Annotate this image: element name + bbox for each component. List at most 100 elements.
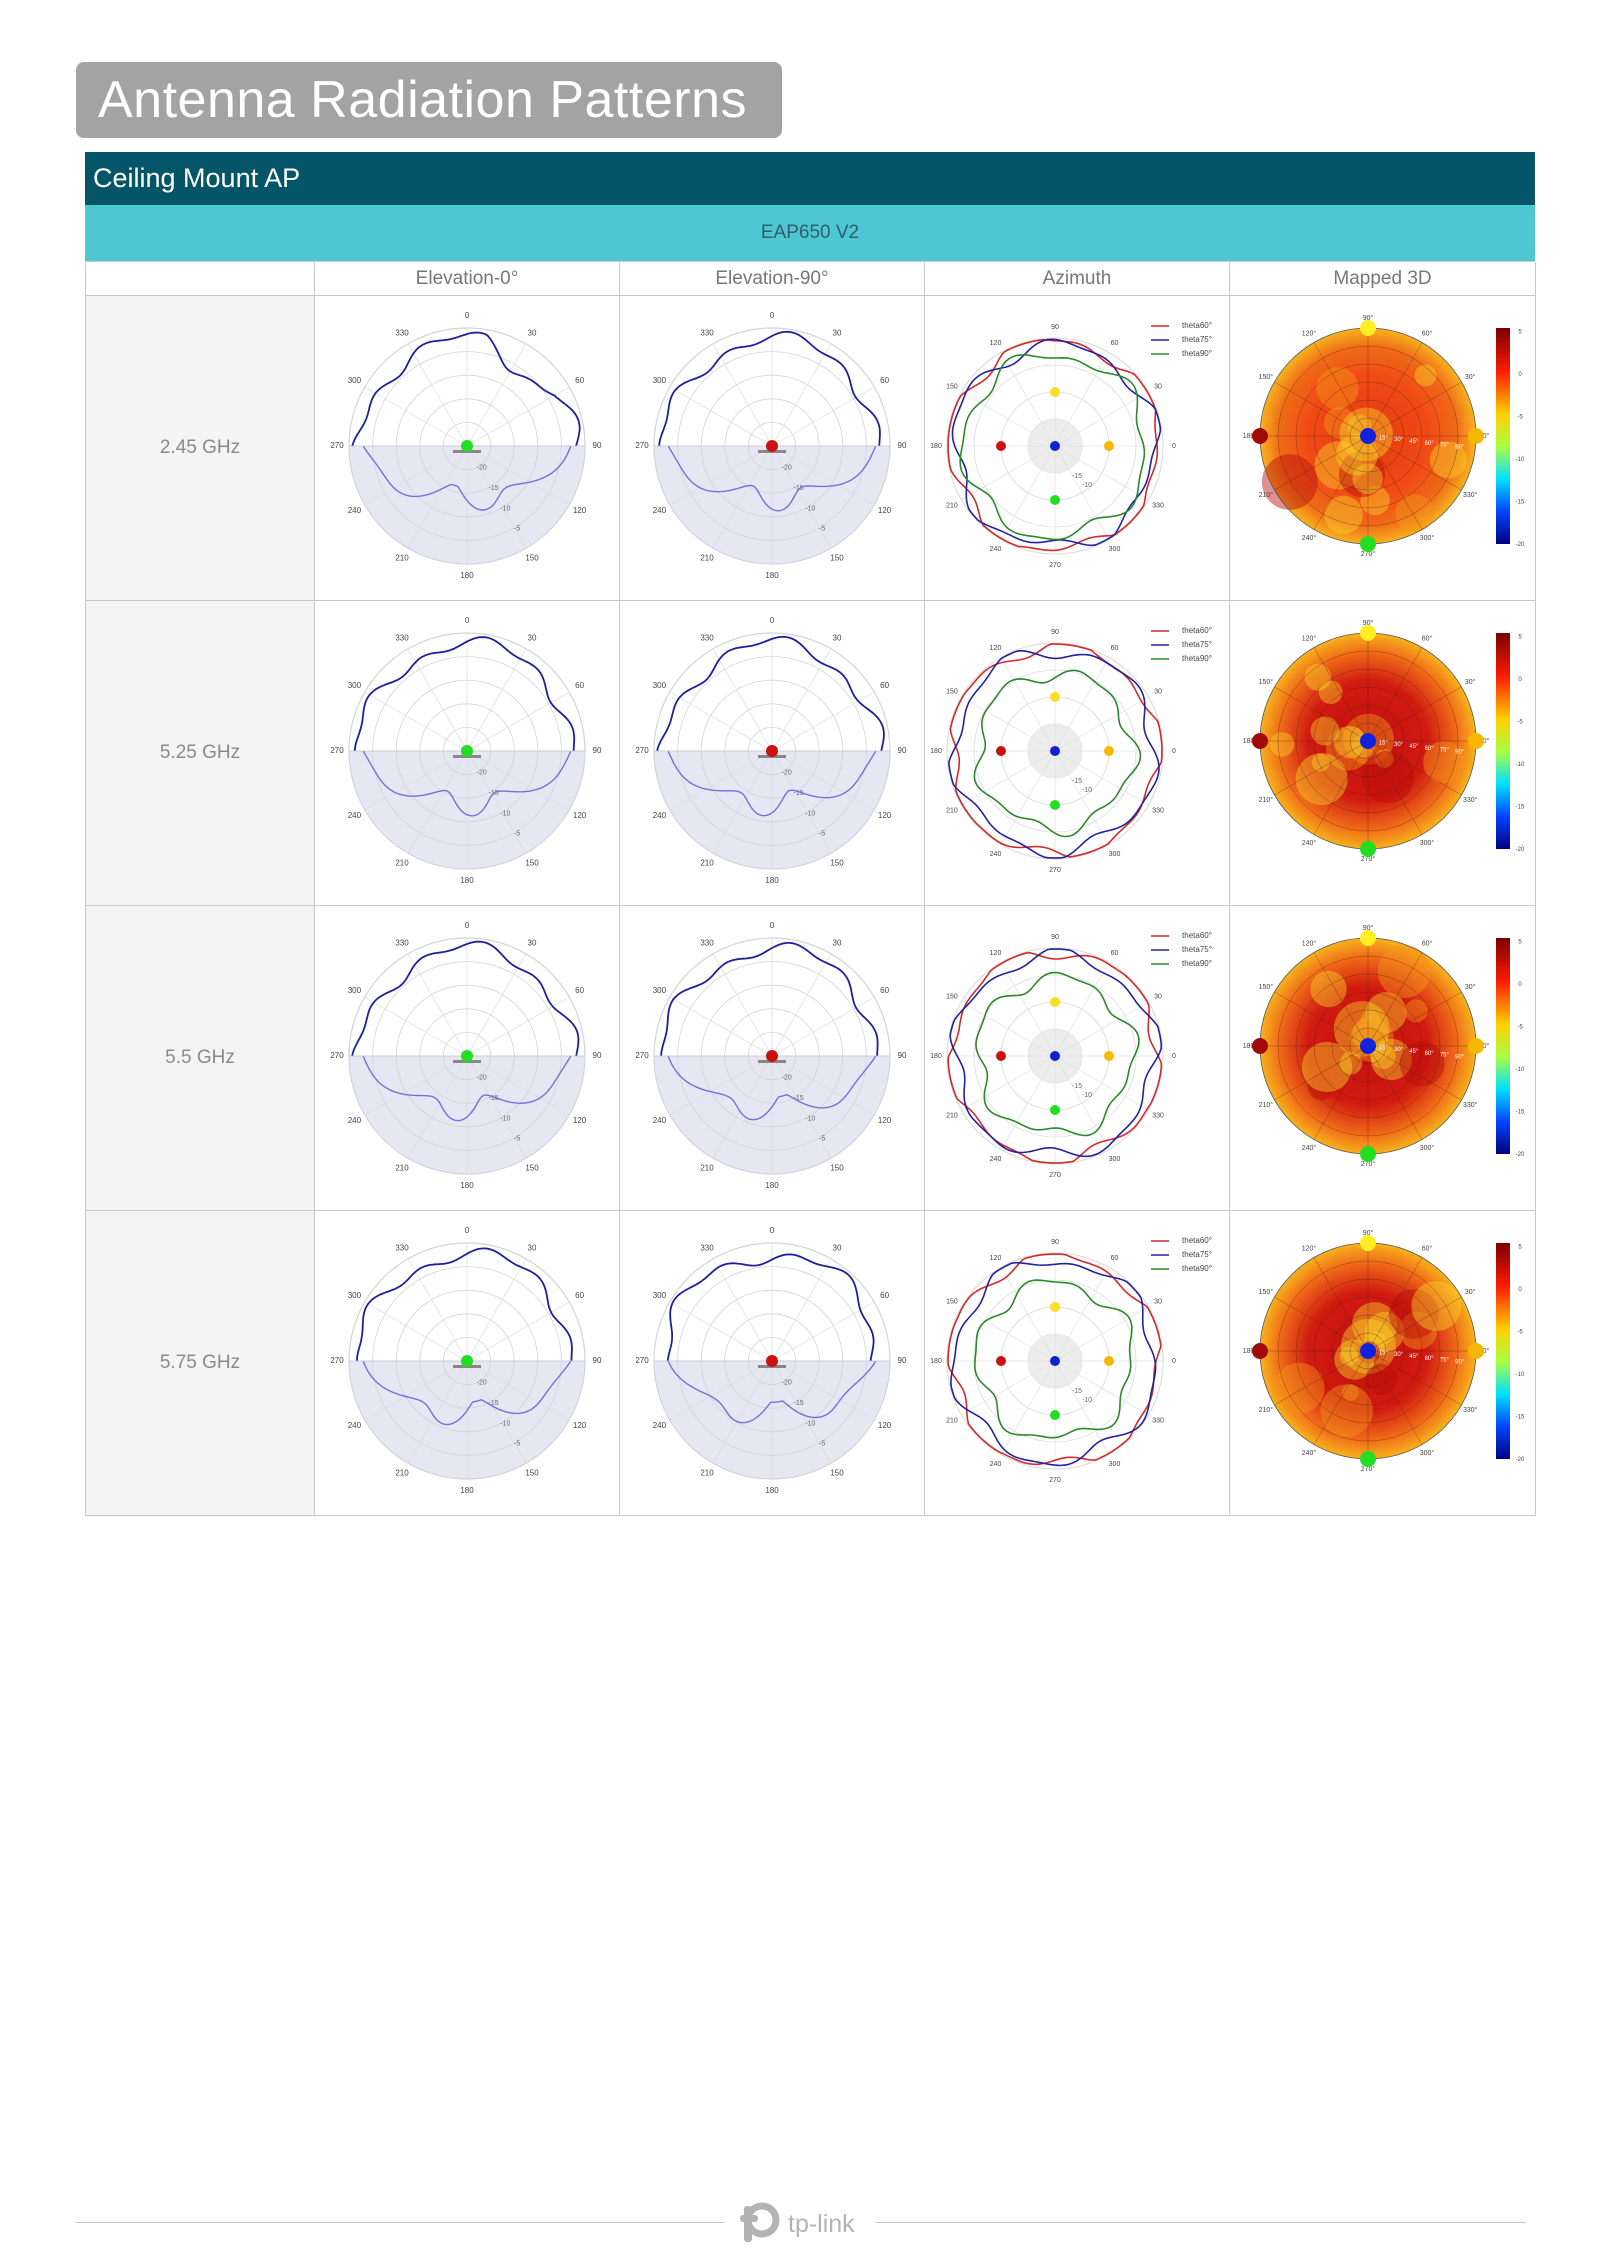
- phi-spoke: [1313, 435, 1369, 530]
- ring-label: -5: [514, 1136, 520, 1143]
- marker-right: [1104, 746, 1114, 756]
- angle-label: 90: [1051, 1239, 1059, 1246]
- theta-label: 45°: [1409, 744, 1419, 750]
- ring-label: -15: [488, 1095, 498, 1102]
- theta-label: 75°: [1440, 1053, 1450, 1059]
- theta-label: 45°: [1409, 1049, 1419, 1055]
- polar-spoke: [771, 445, 875, 506]
- pattern-lower: [362, 750, 572, 817]
- angle-label: 30: [1154, 1298, 1162, 1305]
- polar-spoke: [712, 953, 773, 1057]
- angle-label: 0: [465, 311, 470, 320]
- ring-label: -5: [819, 831, 825, 838]
- angle-label: 270°: [1361, 855, 1376, 863]
- pattern-lower: [362, 1360, 572, 1426]
- phi-spoke: [1367, 1350, 1423, 1445]
- angle-label: 90°: [1363, 1229, 1374, 1237]
- phi-spoke: [1367, 991, 1462, 1047]
- ring-label: -15: [1072, 1388, 1082, 1395]
- marker-left: [996, 746, 1006, 756]
- polar-spoke: [364, 445, 468, 506]
- azimuth-trace-theta75: [951, 338, 1162, 547]
- marker-right: [1468, 1038, 1484, 1054]
- elevation-90-plot-svg: 0 30 60 90 120 150 180 210 240 270 300 330 -20 -15 -10…: [635, 921, 907, 1190]
- theta-label: 75°: [1440, 748, 1450, 754]
- colorbar-tick: 0: [1518, 1287, 1522, 1293]
- polar-spoke: [364, 1055, 468, 1116]
- ring-label: -20: [477, 1074, 487, 1081]
- polar-spoke: [1054, 1360, 1110, 1455]
- angle-label: 270: [635, 746, 649, 755]
- elevation-90-plot: 0 30 60 90 120 150 180 210 240 270 300 330 -20 -15 -10…: [620, 906, 925, 1211]
- polar-spoke: [1054, 657, 1110, 752]
- theta-label: 30°: [1394, 437, 1404, 443]
- angle-label: 330: [1152, 1417, 1164, 1424]
- center-point-marker: [461, 1355, 473, 1367]
- polar-spoke: [961, 1001, 1056, 1057]
- angle-label: 270°: [1361, 550, 1376, 558]
- ring-label: -5: [819, 526, 825, 533]
- polar-spoke: [669, 386, 773, 447]
- colorbar-tick: -5: [1517, 415, 1523, 421]
- polar-spoke: [407, 445, 468, 549]
- polar-spoke: [771, 1360, 832, 1464]
- theta-label: 15°: [1379, 740, 1389, 746]
- ring-label: -10: [500, 1115, 510, 1122]
- center-point-marker: [766, 745, 778, 757]
- legend-label: theta90°: [1182, 654, 1212, 663]
- phi-spoke: [1367, 647, 1423, 742]
- angle-label: 240: [348, 1116, 362, 1125]
- angle-label: 0: [770, 1226, 775, 1235]
- pattern-upper: [666, 1253, 875, 1362]
- theta-label: 60°: [1425, 1356, 1435, 1362]
- polar-spoke: [364, 691, 468, 752]
- angle-label: 0: [770, 311, 775, 320]
- phi-spoke: [1367, 342, 1423, 437]
- phi-spoke: [1274, 991, 1369, 1047]
- angle-label: 300: [1109, 1156, 1121, 1163]
- polar-spoke: [1054, 445, 1110, 540]
- angle-label: 270: [1049, 562, 1061, 569]
- marker-left: [996, 1051, 1006, 1061]
- elevation-0-plot-svg: 0 30 60 90 120 150 180 210 240 270 300 330 -20 -15 -10…: [330, 311, 602, 580]
- polar-spoke: [771, 648, 832, 752]
- pattern-upper: [660, 942, 879, 1057]
- angle-label: 180: [765, 1181, 779, 1190]
- angle-label: 210: [946, 502, 958, 509]
- angle-label: 180: [930, 748, 942, 755]
- heat-blotch: [1364, 1311, 1405, 1352]
- angle-label: 30: [1154, 993, 1162, 1000]
- polar-spoke: [669, 996, 773, 1057]
- heat-blotch: [1318, 680, 1343, 705]
- pattern-lower: [667, 445, 877, 512]
- theta-label: 45°: [1409, 1354, 1419, 1360]
- polar-spoke: [466, 1301, 570, 1362]
- ring-label: -20: [782, 1074, 792, 1081]
- azimuth-trace-theta90: [959, 354, 1146, 541]
- azimuth-trace-theta75: [949, 948, 1163, 1158]
- angle-label: 120: [573, 1421, 587, 1430]
- marker-bottom: [1050, 800, 1060, 810]
- polar-spoke: [669, 1055, 773, 1116]
- angle-label: 0: [465, 921, 470, 930]
- theta-label: 15°: [1379, 1045, 1389, 1051]
- ring-label: -15: [488, 485, 498, 492]
- polar-spoke: [771, 445, 832, 549]
- pattern-lower: [362, 445, 572, 511]
- polar-spoke: [466, 1055, 527, 1159]
- angle-label: 30: [528, 634, 537, 643]
- polar-spoke: [1054, 962, 1110, 1057]
- angle-label: 210: [395, 1469, 409, 1478]
- angle-label: 330: [700, 939, 714, 948]
- angle-label: 300: [348, 681, 362, 690]
- pattern-upper: [658, 330, 881, 447]
- angle-label: 0: [465, 616, 470, 625]
- polar-spoke: [364, 996, 468, 1057]
- phi-spoke: [1367, 740, 1462, 796]
- angle-label: 330: [700, 329, 714, 338]
- polar-spoke: [466, 750, 527, 854]
- tp-link-logo-icon: [740, 2202, 780, 2242]
- polar-spoke: [407, 1055, 468, 1159]
- legend-label: theta60°: [1182, 321, 1212, 330]
- phi-spoke: [1367, 1296, 1462, 1352]
